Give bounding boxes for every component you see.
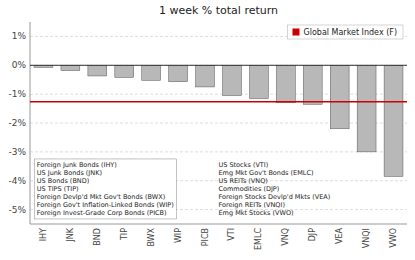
x-tick-label: VNQI bbox=[362, 228, 371, 248]
bar bbox=[196, 65, 215, 87]
x-tick-label: DJP bbox=[308, 228, 317, 242]
annotation-text: Foreign Junk Bonds (IHY) bbox=[37, 161, 117, 169]
chart: 1 week % total return 1% 0% -1% -2% -3% -4% -5%… bbox=[0, 0, 415, 260]
annotation-text: US REITs (VNQ) bbox=[219, 177, 268, 185]
x-tick-label: BWX bbox=[147, 227, 156, 246]
y-tick-label: -1% bbox=[8, 89, 26, 99]
x-tick-label: VEA bbox=[335, 227, 344, 244]
x-axis-line bbox=[30, 224, 407, 225]
reference-line bbox=[30, 101, 407, 103]
bar bbox=[330, 65, 349, 128]
bar bbox=[384, 65, 403, 176]
annotation-text: Foreign Invest-Grade Corp Bonds (PICB) bbox=[37, 209, 167, 217]
title: 1 week % total return bbox=[159, 4, 278, 17]
x-tick-label: TIP bbox=[120, 228, 129, 241]
grid-line bbox=[30, 123, 407, 124]
y-tick-label: -3% bbox=[8, 147, 26, 157]
x-tick-label: PICB bbox=[201, 228, 210, 246]
bar bbox=[223, 65, 242, 95]
annotation-text: US Junk Bonds (JNK) bbox=[37, 169, 102, 177]
legend-label: Global Market Index (F) bbox=[303, 28, 397, 37]
annotation-text: US Stocks (VTI) bbox=[219, 161, 269, 169]
y-tick-label: -4% bbox=[8, 176, 26, 186]
annotation-text: US Bonds (BND) bbox=[37, 177, 89, 185]
y-axis-line bbox=[30, 22, 31, 224]
annotation-text: US TIPS (TIP) bbox=[37, 185, 79, 193]
y-tick-label: 0% bbox=[12, 60, 27, 70]
x-tick-label: VTI bbox=[227, 228, 236, 241]
annotation-text: Commodities (DJP) bbox=[219, 185, 280, 193]
bar bbox=[61, 65, 80, 70]
x-tick-label: IHY bbox=[39, 228, 48, 241]
annotation-text: Emg Mkt Stocks (VWO) bbox=[219, 209, 294, 217]
legend-swatch bbox=[292, 29, 299, 36]
bar bbox=[88, 65, 107, 76]
annotation: US Stocks (VTI)Emg Mkt Gov't Bonds (EMLC… bbox=[219, 161, 331, 217]
legend-box bbox=[287, 25, 403, 39]
annotation-text: Foreign REITs (VNQI) bbox=[219, 201, 285, 209]
x-tick-label: EMLC bbox=[254, 228, 263, 250]
annotation: Foreign Junk Bonds (IHY)US Junk Bonds (J… bbox=[34, 159, 176, 219]
x-tick-label: BND bbox=[93, 228, 102, 246]
x-tick-label: VWO bbox=[389, 228, 398, 248]
annotation-box bbox=[34, 159, 176, 219]
y-tick-label: -5% bbox=[8, 205, 26, 215]
bar bbox=[169, 65, 188, 81]
grid-line bbox=[30, 94, 407, 95]
annotation-text: Foreign Gov't Inflation-Linked Bonds (WI… bbox=[37, 201, 174, 209]
y-tick-label: -2% bbox=[8, 118, 26, 128]
zero-line bbox=[30, 65, 407, 66]
annotation-text: Foreign Stocks Devlp'd Mkts (VEA) bbox=[219, 193, 331, 201]
bar bbox=[303, 65, 322, 104]
bar bbox=[115, 65, 134, 77]
grid-line bbox=[30, 65, 407, 66]
x-tick-label: VNQ bbox=[281, 228, 290, 246]
x-tick-label: JNK bbox=[66, 227, 75, 242]
legend: Global Market Index (F) bbox=[287, 25, 403, 39]
x-tick-label: WIP bbox=[174, 228, 183, 243]
y-tick-label: 1% bbox=[12, 31, 27, 41]
bar bbox=[276, 65, 295, 103]
grid-line bbox=[30, 151, 407, 152]
bar bbox=[142, 65, 161, 80]
annotation-text: Foreign Devlp'd Mkt Gov't Bonds (BWX) bbox=[37, 193, 165, 201]
annotation-text: Emg Mkt Gov't Bonds (EMLC) bbox=[219, 169, 314, 177]
bar bbox=[357, 65, 376, 152]
bar bbox=[249, 65, 268, 98]
